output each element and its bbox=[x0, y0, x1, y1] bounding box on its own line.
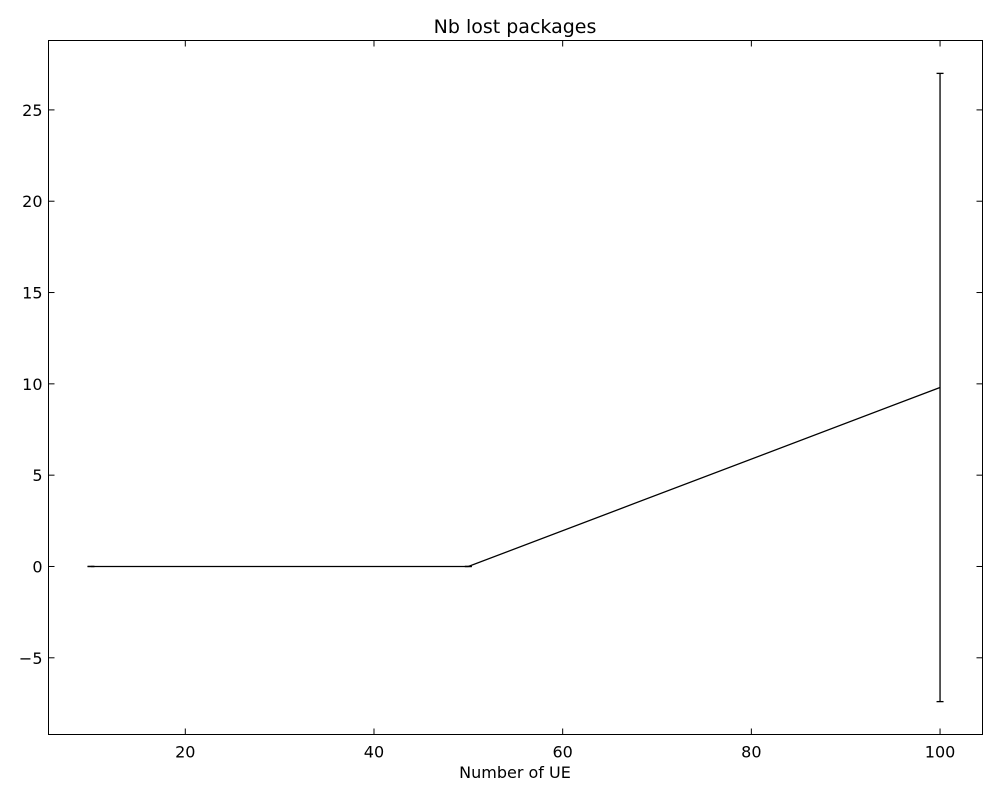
y-tick-label: 15 bbox=[22, 284, 42, 303]
plot-frame bbox=[48, 40, 983, 735]
error-bars bbox=[87, 72, 944, 703]
x-tick-label: 80 bbox=[741, 743, 761, 762]
x-tick-label: 40 bbox=[364, 743, 384, 762]
series-line bbox=[91, 386, 941, 568]
x-tick-label: 20 bbox=[175, 743, 195, 762]
y-tick-label: 25 bbox=[22, 101, 42, 120]
y-tick-label: 10 bbox=[22, 375, 42, 394]
chart-title: Nb lost packages bbox=[434, 16, 597, 38]
x-axis-label: Number of UE bbox=[459, 763, 571, 782]
y-tick-label: 0 bbox=[32, 557, 42, 576]
y-tick-label: 5 bbox=[32, 466, 42, 485]
y-tick-label: −5 bbox=[19, 649, 43, 668]
x-tick-label: 100 bbox=[925, 743, 956, 762]
y-tick-label: 20 bbox=[22, 192, 42, 211]
x-tick-label: 60 bbox=[552, 743, 572, 762]
ticks bbox=[48, 40, 983, 735]
tick-labels: 20 40 60 80 100 −5 0 5 10 15 20 25 bbox=[19, 101, 955, 762]
series-lines bbox=[91, 386, 941, 568]
